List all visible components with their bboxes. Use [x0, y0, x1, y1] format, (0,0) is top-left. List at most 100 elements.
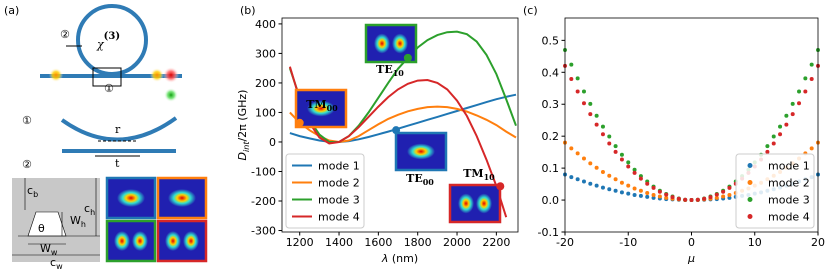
point [575, 89, 580, 94]
point [638, 193, 643, 198]
plot-area [288, 30, 517, 218]
point [638, 188, 643, 193]
point [771, 141, 776, 146]
y-tick-label: -300 [251, 225, 276, 238]
mode-field [117, 189, 145, 207]
dim-label: Wh [70, 214, 86, 229]
point [651, 195, 656, 200]
x-label-symbol: λ [381, 252, 389, 265]
chi-symbol: χ [96, 38, 105, 51]
axes-frame [281, 17, 519, 233]
point [778, 132, 783, 137]
r-label: r [115, 123, 121, 136]
legend-label: mode 4 [768, 211, 810, 224]
point [632, 167, 637, 172]
point [569, 175, 574, 180]
point [790, 112, 795, 117]
y-tick-label: 100 [255, 106, 276, 119]
light [150, 68, 164, 82]
point [607, 134, 612, 139]
mode-name: TE [376, 63, 393, 76]
mode-name: TM [463, 167, 483, 180]
mode-field [183, 231, 199, 251]
x-tick-label: 0 [688, 236, 695, 249]
mode-name: TE [406, 172, 423, 185]
panel-label: (b) [240, 4, 256, 17]
point [727, 185, 732, 190]
point [809, 146, 814, 151]
y-tick-label: 200 [255, 77, 276, 90]
mode-label: TE00 [406, 172, 434, 187]
point [797, 101, 802, 106]
point [594, 183, 599, 188]
dim-label: cb [27, 184, 38, 199]
y-tick-label: 0.1 [542, 162, 560, 175]
light [164, 88, 178, 102]
port-label: ① [104, 82, 114, 95]
point [771, 134, 776, 139]
y-axis-label: Dint/2π (GHz) [236, 90, 251, 161]
point [664, 192, 669, 197]
x-tick-label: -20 [556, 236, 574, 249]
legend-label: mode 3 [318, 194, 360, 207]
chi: χ(3) [96, 31, 120, 51]
point [588, 112, 593, 117]
mode-index: 00 [423, 177, 435, 187]
x-tick-label: 2200 [482, 236, 510, 249]
y-tick-label: -100 [251, 165, 276, 178]
point [594, 122, 599, 127]
point [645, 181, 650, 186]
y-tick-label: 0.3 [542, 98, 560, 111]
point [809, 62, 814, 67]
point [613, 177, 618, 182]
mode-marker [392, 126, 401, 135]
dim-sub: w [51, 248, 58, 257]
point [575, 151, 580, 156]
mode-field [114, 231, 130, 251]
x-tick-label: 2000 [443, 236, 471, 249]
dim-label: Ww [40, 242, 58, 257]
point [803, 76, 808, 81]
point [619, 152, 624, 157]
x-label-symbol: μ [687, 252, 695, 265]
point [664, 195, 669, 200]
dim-sub: h [81, 220, 86, 229]
series-line [288, 66, 508, 218]
mode-image [294, 88, 348, 129]
point [651, 192, 656, 197]
point [588, 181, 593, 186]
legend-swatch [747, 197, 753, 202]
point [581, 156, 586, 161]
legend-box [735, 153, 815, 229]
point [670, 195, 675, 200]
point [689, 198, 694, 203]
point [619, 157, 624, 162]
point [613, 149, 618, 154]
point [619, 190, 624, 195]
mode-label: TM00 [306, 98, 338, 113]
legend-swatch [747, 214, 753, 219]
mode-field [132, 231, 148, 251]
chi-order: (3) [104, 31, 120, 42]
point [809, 77, 814, 82]
point [657, 194, 662, 199]
y-tick-label: -0.1 [538, 226, 559, 239]
legend-swatch [747, 163, 753, 168]
mode-index: 10 [393, 68, 405, 78]
dim-main: c [27, 184, 33, 197]
dim-sub: h [90, 208, 95, 217]
point [651, 185, 656, 190]
point [721, 194, 726, 199]
point [626, 160, 631, 165]
point [797, 89, 802, 94]
y-tick-label: 0.0 [542, 194, 560, 207]
y-label-unit: /2π (GHz) [236, 90, 249, 142]
point [581, 101, 586, 106]
mode-marker [403, 53, 412, 62]
x-tick-label: 1400 [325, 236, 353, 249]
mode-image [448, 183, 502, 224]
port-label: ② [60, 28, 70, 41]
dim-label: cw [50, 256, 63, 269]
point [714, 192, 719, 197]
